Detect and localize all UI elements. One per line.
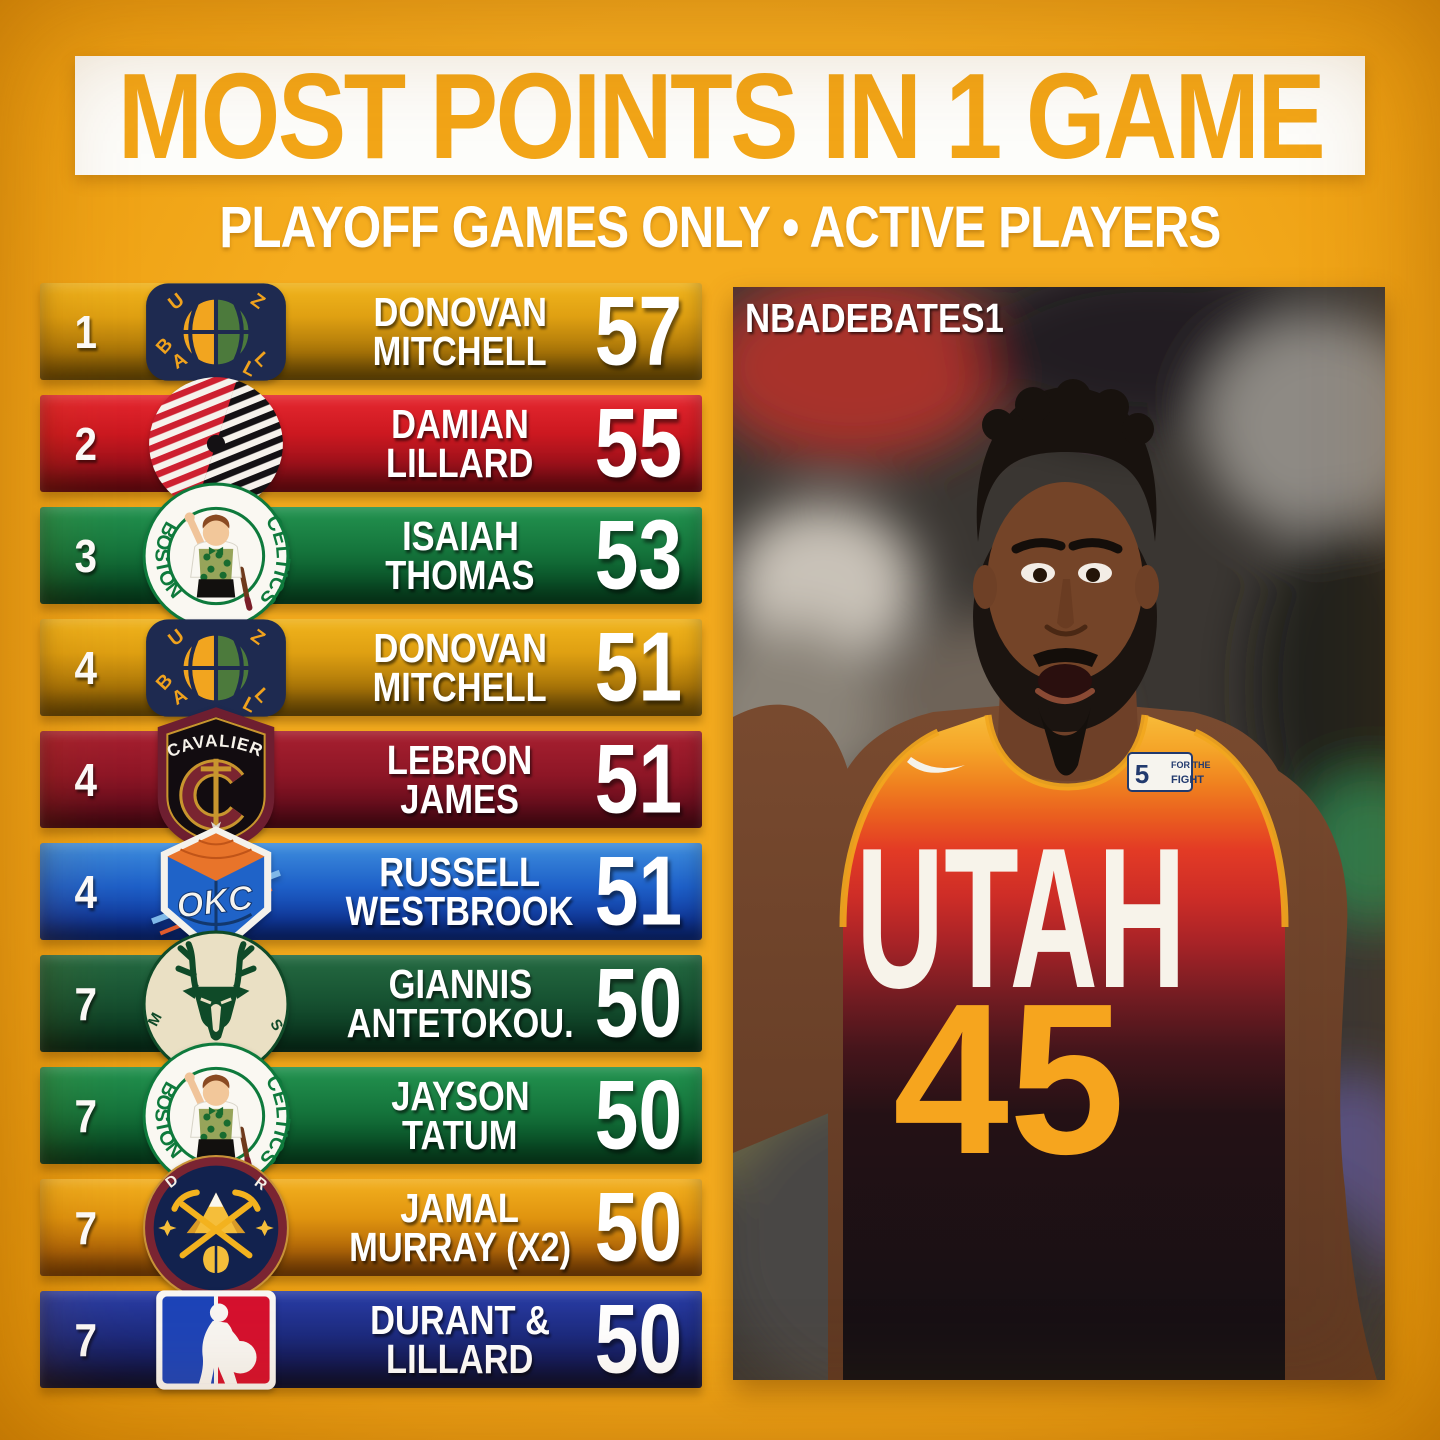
points-value: 55 — [594, 388, 682, 498]
rank-label: 3 — [74, 529, 98, 582]
watermark: NBADEBATES1 — [745, 295, 1004, 341]
player-photo-art: 5 FOR THE FIGHT UTAH 45 — [733, 287, 1385, 1380]
utah-jazz-logo: U Z B A L L — [140, 256, 292, 408]
points-value: 51 — [594, 836, 682, 946]
points-value: 50 — [594, 1172, 682, 1282]
rank-label: 4 — [74, 753, 98, 806]
rank-label: 4 — [74, 865, 98, 918]
svg-text:FIGHT: FIGHT — [1171, 774, 1204, 786]
points-value: 50 — [594, 1284, 682, 1394]
leaderboard-row-7: 7 M S — [40, 930, 702, 1077]
player-name: JAYSON TATUM — [390, 1072, 530, 1158]
points-value: 53 — [594, 500, 682, 610]
rank-label: 7 — [74, 1201, 98, 1254]
leaderboard-row-9: 7 D R — [40, 1154, 702, 1301]
points-value: 57 — [594, 276, 682, 386]
leaderboard-row-10: 7 — [40, 1284, 702, 1394]
player-name: ISAIAH THOMAS — [385, 512, 535, 598]
jersey-patch: 5 FOR THE FIGHT — [1127, 752, 1211, 792]
subtitle-text: PLAYOFF GAMES ONLY • ACTIVE PLAYERS — [219, 195, 1221, 260]
player-name: RUSSELL WESTBROOK — [346, 848, 574, 934]
svg-text:FOR THE: FOR THE — [1171, 760, 1211, 770]
player-name: LEBRON JAMES — [387, 736, 533, 822]
page-title: MOST POINTS IN 1 GAME — [117, 47, 1325, 184]
rank-label: 2 — [74, 417, 98, 470]
rank-label: 4 — [74, 641, 98, 694]
jersey-team-text: UTAH — [856, 807, 1186, 1030]
bucks-logo: M S — [140, 928, 292, 1080]
points-value: 51 — [594, 724, 682, 834]
points-value: 50 — [594, 1060, 682, 1170]
nba-logo — [140, 1264, 292, 1416]
player-name: GIANNIS ANTETOKOU. — [346, 960, 574, 1046]
leaderboard: 1 U Z B A L L — [40, 276, 702, 1403]
trail-blazers-logo — [140, 368, 292, 520]
svg-text:5: 5 — [1135, 759, 1149, 789]
leaderboard-row-5: 4 CAVALIERS LEBRON JAMES 51 — [40, 704, 702, 855]
celtics-logo: BOSTON CELTICS — [140, 1040, 292, 1192]
jersey-number-text: 45 — [893, 958, 1125, 1199]
player-name: DONOVAN MITCHELL — [372, 288, 548, 374]
leaderboard-row-2: 2 — [40, 376, 702, 511]
leaderboard-row-6: 4 OKC RUSSELL WESTBRO — [40, 825, 702, 958]
leaderboard-row-8: 7 BOSTON CELTICS — [40, 1042, 702, 1189]
player-photo: 5 FOR THE FIGHT UTAH 45 — [733, 287, 1385, 1380]
celtics-logo: BOSTON CELTICS — [140, 480, 292, 632]
rank-label: 7 — [74, 977, 98, 1030]
player-head — [973, 379, 1159, 776]
title-banner: MOST POINTS IN 1 GAME — [75, 48, 1365, 184]
rank-label: 7 — [74, 1089, 98, 1142]
player-name: DAMIAN LILLARD — [386, 400, 534, 486]
player-name: JAMAL MURRAY (X2) — [349, 1184, 571, 1270]
player-name: DURANT & LILLARD — [370, 1296, 550, 1382]
rank-label: 1 — [74, 305, 98, 358]
points-value: 50 — [594, 948, 682, 1058]
leaderboard-row-3: 3 BOSTON CELTICS — [40, 482, 702, 629]
nuggets-logo: D R — [140, 1152, 292, 1304]
leaderboard-row-1: 1 U Z B A L L — [40, 276, 702, 386]
points-value: 51 — [594, 612, 682, 722]
utah-jazz-logo: U Z B A L L — [140, 592, 292, 744]
player-name: DONOVAN MITCHELL — [372, 624, 548, 710]
leaderboard-row-4: 4 U Z B A L L — [40, 612, 702, 722]
subtitle: PLAYOFF GAMES ONLY • ACTIVE PLAYERS — [0, 194, 1440, 261]
rank-label: 7 — [74, 1313, 98, 1366]
